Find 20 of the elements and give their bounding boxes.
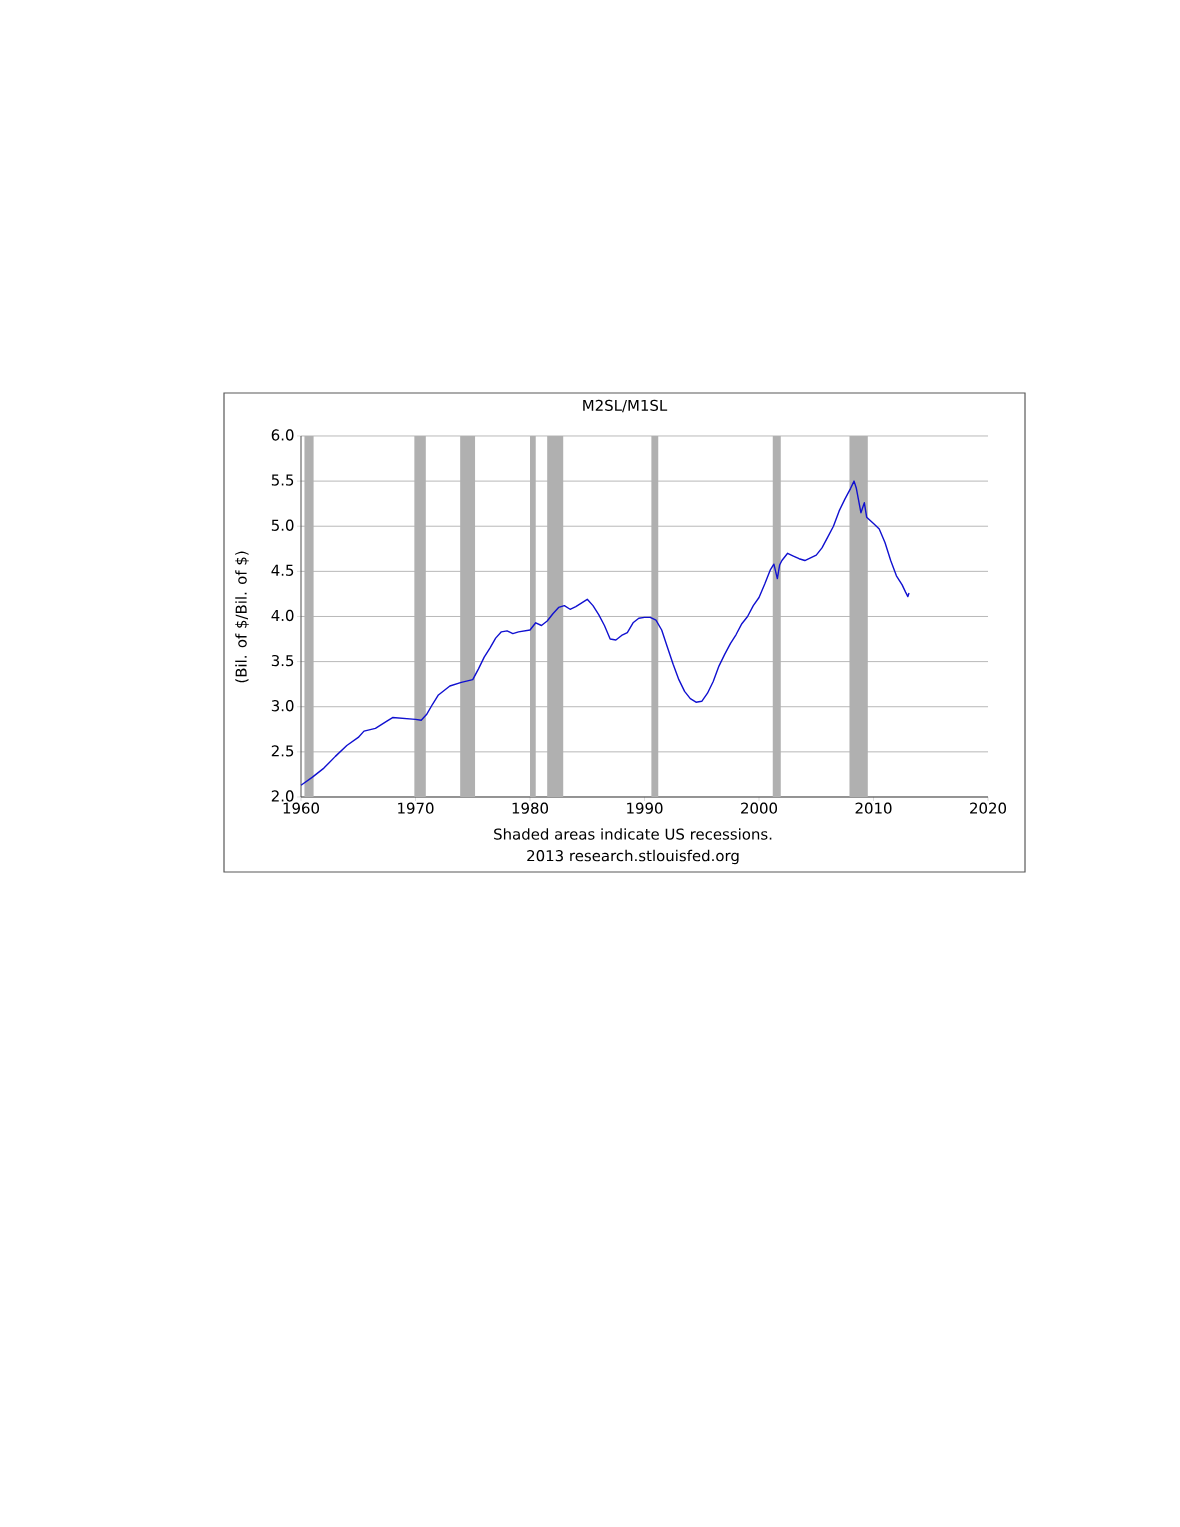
x-tick-label: 2000 <box>741 802 778 814</box>
y-tick-label: 4.5 <box>271 564 294 576</box>
y-tick-label: 5.0 <box>271 519 294 531</box>
chart-title: M2SL/M1SL <box>583 399 668 413</box>
text: 2013 research.stlouisfed.org <box>527 849 739 865</box>
y-tick-label: 6.0 <box>271 429 294 441</box>
x-tick-label: 1990 <box>627 802 663 814</box>
y-tick-label: 2.5 <box>271 745 294 757</box>
y-tick-label: 4.0 <box>271 609 294 622</box>
y-tick-label: 3.0 <box>271 700 294 712</box>
x-tick-label: 2020 <box>970 802 1007 814</box>
x-tick-label: 1960 <box>283 802 320 814</box>
x-tick-label: 2010 <box>855 802 892 814</box>
y-tick-label: 3.5 <box>271 654 294 667</box>
text: Shaded areas indicate US recessions. <box>494 828 772 840</box>
y-axis-title: (Bil. of $/Bil. of $) <box>235 551 249 683</box>
x-tick-label: 1970 <box>398 802 434 814</box>
y-tick-label: 2.0 <box>271 790 294 802</box>
y-tick-label: 5.5 <box>271 474 294 486</box>
x-tick-label: 1980 <box>512 802 549 814</box>
